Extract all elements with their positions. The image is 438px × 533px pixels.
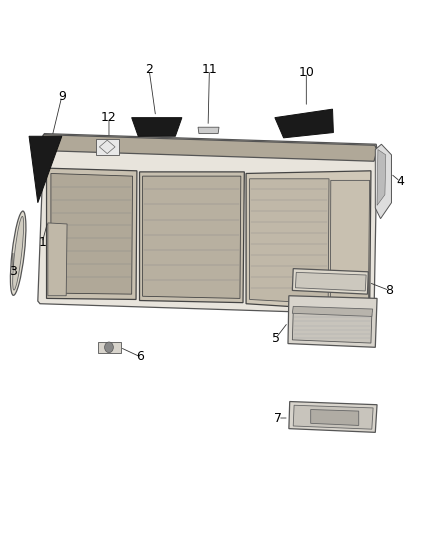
Text: 3: 3: [9, 265, 17, 278]
Polygon shape: [250, 179, 329, 304]
Polygon shape: [51, 173, 133, 294]
Polygon shape: [311, 409, 359, 425]
Polygon shape: [140, 172, 244, 303]
Text: 2: 2: [145, 63, 153, 76]
Polygon shape: [295, 272, 366, 291]
Text: 8: 8: [385, 284, 393, 297]
Polygon shape: [38, 150, 377, 314]
Polygon shape: [40, 134, 377, 160]
Polygon shape: [48, 223, 67, 296]
Polygon shape: [198, 127, 219, 134]
Polygon shape: [292, 269, 368, 294]
Polygon shape: [330, 180, 370, 310]
Text: 5: 5: [272, 332, 280, 345]
Text: 10: 10: [298, 66, 314, 79]
Text: 9: 9: [58, 90, 66, 103]
Polygon shape: [143, 176, 241, 298]
Polygon shape: [29, 136, 62, 203]
Polygon shape: [289, 401, 377, 432]
Polygon shape: [246, 171, 371, 312]
Text: 7: 7: [274, 411, 282, 424]
Text: 12: 12: [101, 111, 117, 124]
Polygon shape: [288, 296, 377, 348]
Text: 1: 1: [38, 236, 46, 249]
Polygon shape: [377, 150, 386, 205]
Ellipse shape: [13, 216, 24, 290]
Ellipse shape: [11, 211, 26, 295]
Text: 11: 11: [201, 63, 217, 76]
Text: 6: 6: [137, 350, 145, 364]
Polygon shape: [96, 139, 119, 155]
Polygon shape: [40, 135, 377, 161]
Polygon shape: [375, 144, 392, 219]
Circle shape: [105, 342, 113, 353]
Polygon shape: [132, 118, 182, 136]
Polygon shape: [98, 342, 121, 353]
Polygon shape: [46, 168, 137, 300]
Polygon shape: [293, 405, 373, 429]
Polygon shape: [292, 312, 372, 343]
Text: 4: 4: [396, 175, 404, 188]
Polygon shape: [292, 306, 373, 317]
Polygon shape: [275, 109, 333, 138]
